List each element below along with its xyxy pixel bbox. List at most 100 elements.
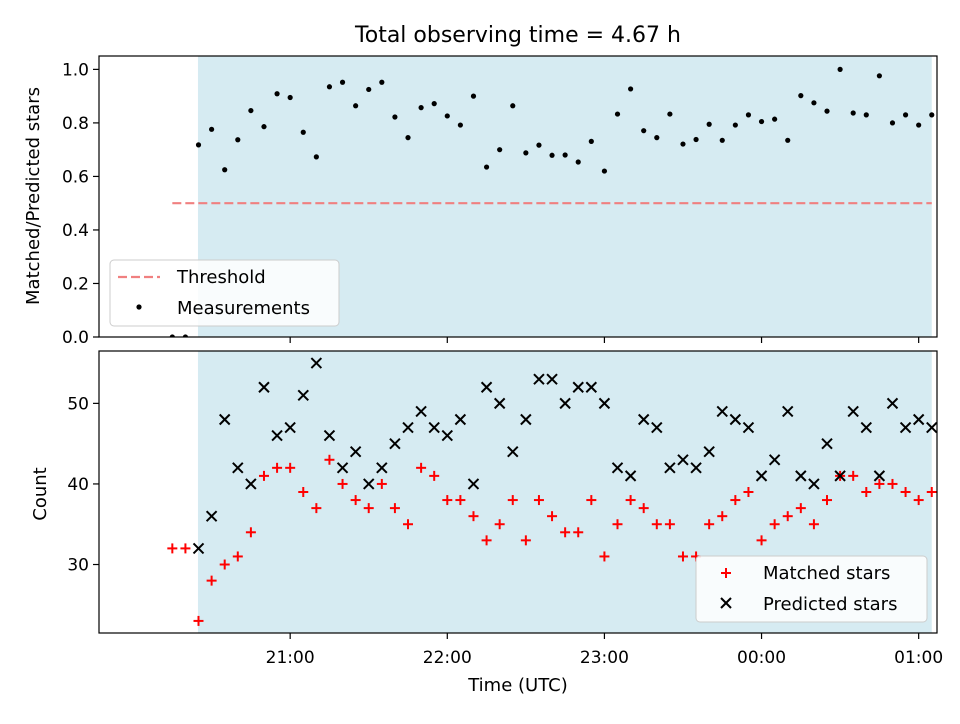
matched-stars-point <box>272 462 283 473</box>
measurement-point <box>785 137 791 143</box>
predicted-stars-point <box>205 510 218 522</box>
matched-stars-point <box>769 519 780 530</box>
matched-stars-point <box>468 511 479 522</box>
matched-stars-point <box>926 487 937 497</box>
predicted-stars-point <box>363 478 375 490</box>
predicted-stars-point <box>192 542 205 555</box>
matched-stars-point <box>416 462 427 473</box>
predicted-stars-point <box>507 446 519 458</box>
legend-label-threshold: Threshold <box>176 267 266 288</box>
measurement-point <box>549 152 555 158</box>
x-axis-label: Time (UTC) <box>467 675 568 696</box>
matched-stars-point <box>795 503 806 514</box>
predicted-stars-point <box>886 397 899 410</box>
measurement-point <box>562 152 568 158</box>
y-tick-label: 40 <box>67 475 89 495</box>
predicted-stars-point <box>572 381 584 393</box>
matched-stars-point <box>677 551 688 562</box>
measurement-point <box>300 129 306 135</box>
predicted-stars-point <box>258 381 270 393</box>
matched-stars-point <box>363 503 374 514</box>
measurement-point <box>876 73 882 79</box>
panel-counts: 30 40 50 21:00 22:00 23:00 00:00 01:00 Matched s… <box>67 350 943 668</box>
measurement-point <box>261 124 267 130</box>
predicted-stars-point <box>808 478 820 490</box>
matched-stars-point <box>704 519 715 530</box>
matched-stars-point <box>206 575 217 586</box>
matched-stars-point <box>586 495 597 506</box>
y-tick-label: 0.0 <box>62 328 89 348</box>
predicted-stars-point <box>821 437 833 450</box>
x-tick-label: 01:00 <box>894 648 943 668</box>
predicted-stars-point <box>349 446 362 458</box>
axes-frame <box>98 350 938 634</box>
y-tick-label: 0.6 <box>62 167 89 187</box>
chart-title: Total observing time = 4.67 h <box>354 23 681 48</box>
matched-stars-point <box>337 478 348 489</box>
predicted-stars-point <box>782 405 794 418</box>
measurement-point <box>811 100 817 106</box>
predicted-stars-point <box>742 421 755 434</box>
predicted-stars-point <box>232 462 244 474</box>
matched-stars-point <box>494 519 505 530</box>
predicted-stars-point <box>493 397 506 410</box>
predicted-stars-point <box>284 421 296 434</box>
measurement-point <box>339 79 346 85</box>
matched-stars-point <box>913 495 924 506</box>
matched-stars-point <box>389 503 400 514</box>
matched-stars-point <box>573 527 584 538</box>
matched-stars-point <box>219 559 230 570</box>
x-tick-label: 21:00 <box>266 648 315 668</box>
measurement-point <box>536 142 542 148</box>
measurement-point <box>916 122 922 128</box>
matched-stars-point <box>193 615 204 626</box>
predicted-stars-point <box>624 470 637 482</box>
measurement-point <box>641 128 647 134</box>
matched-stars-point <box>664 519 675 530</box>
predicted-stars-point <box>873 470 886 482</box>
predicted-stars-point <box>454 413 467 426</box>
matched-stars-point <box>874 478 885 489</box>
y-axis-label-bottom: Count <box>30 467 51 520</box>
predicted-stars-point <box>402 421 414 434</box>
matched-stars-point <box>403 519 414 530</box>
measurement-point <box>680 141 686 147</box>
measurement-point <box>222 167 228 173</box>
matched-stars-point <box>717 511 728 522</box>
predicted-stars-point <box>218 413 231 426</box>
predicted-stars-point <box>611 462 624 474</box>
y-tick-label: 0.2 <box>62 274 89 294</box>
predicted-stars-point <box>768 454 781 466</box>
predicted-stars-point <box>376 462 388 474</box>
measurement-point <box>418 105 424 111</box>
legend-label-matched: Matched stars <box>763 563 890 584</box>
predicted-stars-point <box>834 470 846 482</box>
measurement-point <box>326 84 333 90</box>
x-tick-label: 23:00 <box>580 648 629 668</box>
predicted-stars-point <box>664 462 676 474</box>
measurement-point <box>510 103 516 109</box>
predicted-stars-point <box>716 405 728 418</box>
measurement-point <box>444 113 450 119</box>
matched-stars-point <box>442 495 453 506</box>
measurement-point <box>889 120 896 126</box>
matched-stars-point <box>481 535 492 546</box>
matched-stars-point <box>822 495 833 506</box>
predicted-stars-point <box>336 462 349 474</box>
measurement-point <box>706 121 712 127</box>
y-axis-label-top: Matched/Predicted stars <box>23 87 44 305</box>
matched-stars-point <box>376 478 387 489</box>
measurement-point <box>248 107 254 114</box>
predicted-stars-point <box>310 357 323 369</box>
measurement-point <box>824 108 830 114</box>
matched-stars-point <box>730 495 741 506</box>
y-tick-label: 1.0 <box>62 60 89 80</box>
measurement-point <box>837 66 843 72</box>
measurement-point <box>523 150 529 156</box>
predicted-stars-point <box>677 454 689 466</box>
measurement-point <box>863 112 869 118</box>
matched-stars-point <box>324 454 335 465</box>
axes-frame <box>98 55 938 338</box>
measurement-point <box>575 159 581 165</box>
predicted-stars-point <box>926 421 937 434</box>
